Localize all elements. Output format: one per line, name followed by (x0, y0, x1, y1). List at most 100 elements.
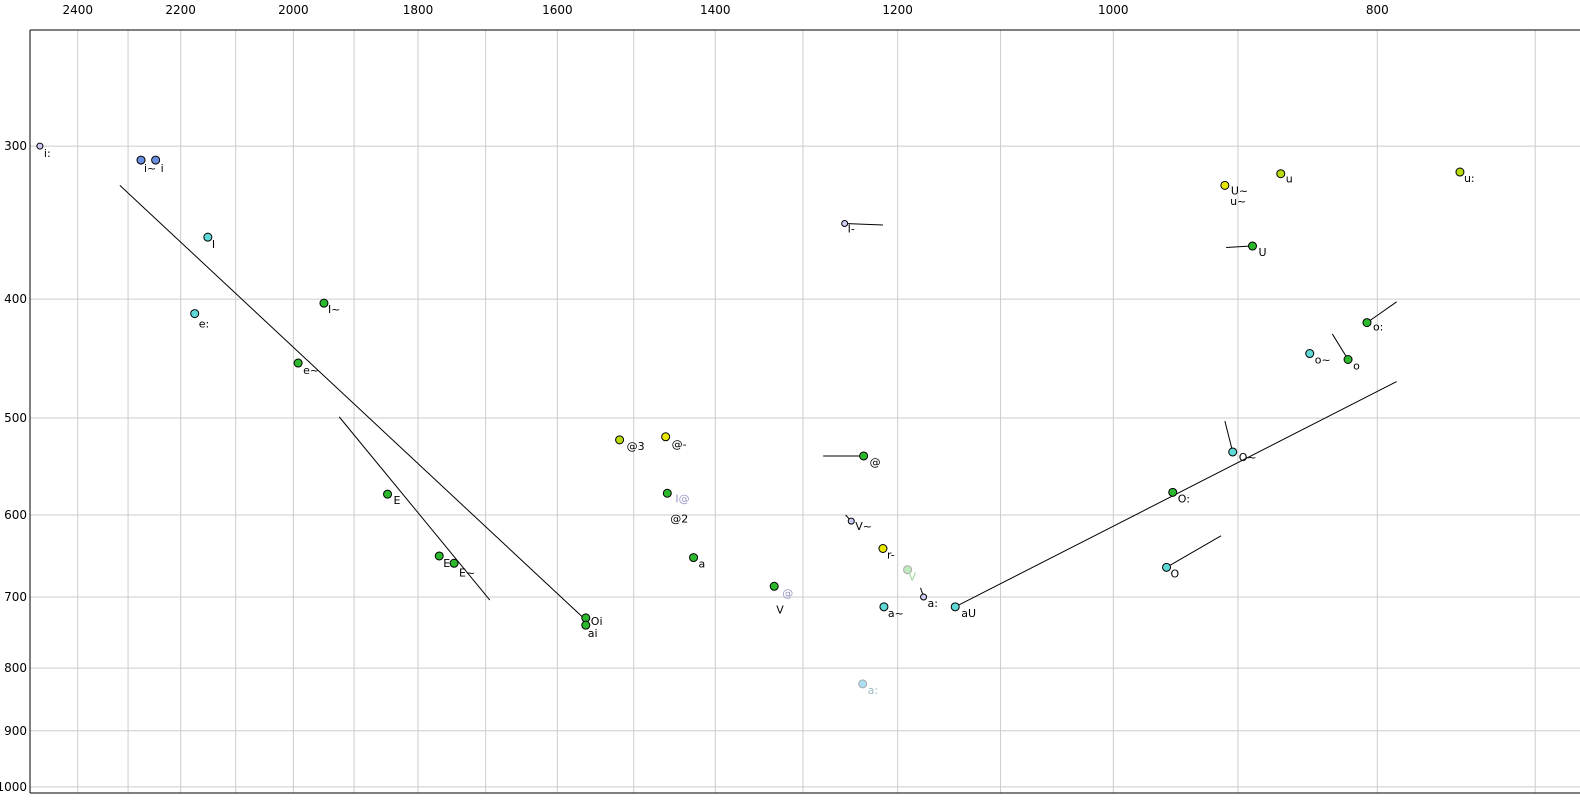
vowel-point-label: U (1258, 246, 1266, 259)
vowel-point-label: o (1353, 359, 1360, 372)
vowel-point-e~ (293, 358, 303, 368)
gridlines (30, 30, 1580, 793)
axis-tick-labels: 2400 2200 2000 1800 1600 1400 1200 1000 800 300 40… (0, 3, 1389, 794)
vowel-point-label: e~ (303, 364, 319, 377)
y-tick-label: 800 (4, 661, 27, 675)
vowel-point-label: E (394, 494, 401, 507)
vowel-point-label: a: (928, 597, 938, 610)
vowel-point-label: I- (848, 223, 855, 236)
vowel-point-label: i: (44, 147, 51, 160)
vowel-point-o: (1362, 318, 1372, 328)
vowel-point-O: (1168, 487, 1178, 497)
vowel-point-I~ (319, 298, 329, 308)
y-tick-label: 600 (4, 508, 27, 522)
vowel-point-label: a: (868, 684, 878, 697)
trajectory-line (1224, 421, 1234, 453)
text-annotations: I@ @ u~ (675, 195, 1246, 600)
vowel-point-o~ (1305, 349, 1315, 359)
x-tick-label: 1000 (1098, 3, 1129, 17)
annotation-label: @ (782, 587, 793, 600)
x-tick-label: 2400 (62, 3, 93, 17)
vowel-point-label: @3 (627, 440, 645, 453)
vowel-point-@ (859, 451, 869, 461)
vowel-point-label: @ (870, 456, 881, 469)
x-tick-label: 800 (1366, 3, 1389, 17)
vowel-point-label: a~ (888, 607, 904, 620)
vowel-point-label: i (161, 162, 164, 175)
trajectory-line (338, 416, 491, 601)
vowel-point-i (151, 155, 161, 165)
vowel-point-I- (841, 220, 849, 228)
y-tick-label: 1000 (0, 780, 27, 794)
vowel-point-label: O: (1178, 492, 1190, 505)
vowel-point-label: O~ (1239, 451, 1257, 464)
vowel-point-E~ (449, 558, 459, 568)
vowel-point-label: r- (887, 548, 895, 561)
trajectory-line (1226, 245, 1252, 249)
x-tick-label: 2200 (165, 3, 196, 17)
vowel-point-label: V (776, 603, 784, 616)
vowel-point-V~ (847, 517, 855, 525)
vowel-point-i: (36, 142, 44, 150)
vowel-point-label: @2 (670, 512, 688, 525)
vowel-point-label: i~ (144, 162, 156, 175)
vowel-point-U (1247, 241, 1257, 251)
trajectory-lines (119, 185, 1397, 622)
vowel-point-I (203, 232, 213, 242)
vowel-point-o (1343, 354, 1353, 364)
vowel-point-O (1162, 562, 1172, 572)
vowel-point-E (383, 489, 393, 499)
vowel-point-label: E: (443, 557, 454, 570)
vowel-point-label: V~ (855, 520, 872, 533)
y-tick-label: 300 (4, 139, 27, 153)
vowel-point-E: (434, 551, 444, 561)
vowel-point-a: (858, 679, 868, 689)
x-tick-label: 1600 (542, 3, 573, 17)
vowel-point-V (769, 581, 779, 591)
vowel-point-@2 (662, 488, 672, 498)
vowel-point-label: I~ (328, 303, 340, 316)
vowel-point-label: e: (199, 318, 209, 331)
trajectory-line (119, 185, 588, 622)
vowel-point-ai (581, 620, 591, 630)
trajectory-line (1366, 301, 1397, 324)
y-tick-label: 700 (4, 590, 27, 604)
trajectory-line (1166, 535, 1222, 568)
vowel-point-@- (661, 432, 671, 442)
annotation-label: I@ (675, 492, 689, 505)
x-tick-label: 1800 (403, 3, 434, 17)
vowel-point-V (903, 565, 913, 575)
vowel-point-O~ (1228, 447, 1238, 457)
x-tick-label: 1200 (882, 3, 913, 17)
x-tick-label: 2000 (278, 3, 309, 17)
x-tick-label: 1400 (700, 3, 731, 17)
vowel-point-u (1276, 169, 1286, 179)
annotation-label: u~ (1230, 195, 1246, 208)
vowel-point-label: u (1286, 173, 1293, 186)
vowel-point-label: V (909, 571, 917, 584)
vowel-point-r- (878, 543, 888, 553)
vowel-point-label: @- (672, 438, 687, 451)
vowel-point-u: (1455, 167, 1465, 177)
trajectory-line (1331, 333, 1349, 360)
vowel-point-label: aU (961, 607, 976, 620)
y-tick-label: 400 (4, 292, 27, 306)
vowel-point-U~ (1220, 180, 1230, 190)
vowel-point-label: Oi (591, 615, 603, 628)
vowel-point-label: ai (588, 627, 598, 640)
y-tick-label: 500 (4, 411, 27, 425)
vowel-point-label: u: (1464, 172, 1475, 185)
vowel-point-label: O (1171, 567, 1180, 580)
vowel-point-label: U~ (1231, 184, 1248, 197)
vowel-point-a: (920, 593, 928, 601)
vowel-point-label: o~ (1315, 354, 1331, 367)
vowel-point-i~ (136, 155, 146, 165)
trajectory-line (844, 223, 883, 226)
y-tick-label: 900 (4, 724, 27, 738)
vowel-point-aU (950, 602, 960, 612)
vowel-point-a (689, 553, 699, 563)
vowel-point-@3 (615, 435, 625, 445)
